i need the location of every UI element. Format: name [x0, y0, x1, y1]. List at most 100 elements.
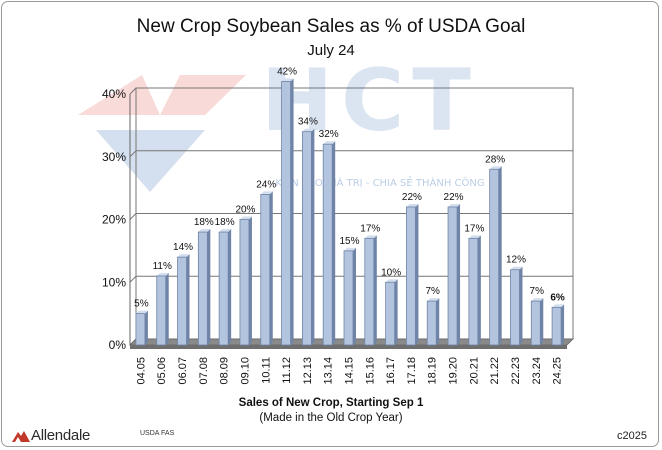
bar-side — [353, 247, 356, 345]
bar-top — [281, 78, 294, 82]
x-tick-label: 18.19 — [427, 357, 439, 385]
allendale-logo: Allendale — [12, 425, 90, 445]
bar — [364, 237, 375, 346]
bar-side — [228, 229, 232, 345]
bar-side — [540, 298, 544, 345]
bar-top — [344, 247, 356, 251]
x-tick-label: 06.07 — [177, 357, 189, 385]
bar-top — [260, 191, 273, 195]
bar — [218, 231, 229, 346]
chart-title: New Crop Soybean Sales as % of USDA Goal — [136, 16, 526, 37]
x-tick-label: 07.08 — [198, 357, 210, 385]
watermark-red-triangle-left — [78, 75, 160, 115]
x-tick-label: 17.18 — [406, 357, 418, 385]
watermark — [78, 75, 246, 192]
bar-side — [519, 266, 523, 345]
bar-side — [165, 272, 169, 345]
bar — [406, 206, 416, 346]
bar-data-label: 20% — [235, 205, 255, 216]
bar-side — [207, 229, 211, 345]
x-tick-label: 09.10 — [239, 357, 251, 385]
y-tick-label: 10% — [102, 275, 126, 289]
x-tick-label: 24.25 — [552, 357, 564, 385]
bar-data-label: 17% — [360, 223, 380, 234]
logo-text: Allendale — [31, 426, 91, 444]
bar — [489, 168, 500, 346]
x-tick-label: 04.05 — [135, 357, 147, 385]
grid-depth-line — [129, 150, 137, 158]
watermark-blue-triangle — [96, 130, 205, 192]
grid-depth-line — [129, 87, 137, 95]
x-tick-label: 19.20 — [448, 357, 460, 385]
bar-side — [477, 235, 481, 345]
bar-side — [269, 191, 273, 345]
bar-data-label: 15% — [339, 236, 359, 247]
bar-data-label: 18% — [194, 217, 214, 228]
x-tick-label: 14.15 — [344, 357, 356, 385]
x-tick-label: 08.09 — [219, 357, 231, 385]
watermark-name: HCT — [261, 51, 479, 151]
bar-top — [198, 229, 211, 233]
bar-data-label: 42% — [277, 66, 297, 77]
y-tick-label: 20% — [102, 213, 126, 227]
bar-side — [186, 254, 190, 345]
bar-top — [406, 203, 419, 207]
y-tick-label: 40% — [102, 87, 126, 101]
grid-depth-line — [129, 275, 137, 283]
bar — [510, 269, 520, 346]
x-tick-label: 22.23 — [510, 357, 522, 385]
bar-data-label: 28% — [485, 154, 505, 165]
bar-side — [415, 203, 419, 345]
bar-data-label: 24% — [256, 179, 276, 190]
bar — [177, 256, 187, 346]
bar-side — [457, 203, 461, 345]
source-note: USDA FAS — [140, 430, 175, 437]
bar — [343, 250, 354, 346]
bar-top — [219, 229, 232, 233]
bar-side — [248, 216, 252, 345]
bar-data-label: 22% — [402, 192, 422, 203]
mountain-logo-icon — [12, 431, 30, 442]
bar-side — [144, 310, 148, 345]
bar-side — [561, 304, 565, 345]
bar-data-label: 5% — [134, 299, 149, 310]
bar-side — [436, 298, 440, 345]
x-tick-label: 16.17 — [385, 357, 397, 385]
bar-data-label: 18% — [215, 217, 235, 228]
bar-data-label: 10% — [381, 267, 401, 278]
bar-data-label: 6% — [550, 292, 565, 303]
bar-data-label: 11% — [153, 261, 172, 272]
bar — [426, 300, 437, 346]
bar — [301, 131, 312, 346]
bar-side — [394, 279, 398, 345]
bar-top — [385, 279, 398, 283]
bar — [551, 306, 562, 346]
bar — [447, 206, 458, 346]
x-tick-label: 15.16 — [364, 357, 376, 385]
floor-front-edge — [130, 345, 567, 349]
bar-top — [135, 310, 148, 314]
bar-side — [373, 235, 377, 345]
bar-side — [498, 166, 502, 345]
bar — [468, 237, 479, 346]
bar-data-label: 14% — [173, 242, 193, 253]
bar-top — [489, 166, 502, 170]
x-tick-label: 10.11 — [260, 357, 272, 384]
bar-top — [364, 235, 377, 239]
bar-top — [302, 128, 315, 132]
x-tick-label: 12.13 — [302, 357, 314, 385]
bar-top — [427, 298, 440, 302]
bar-data-label: 22% — [444, 192, 464, 203]
x-tick-label: 05.06 — [156, 357, 168, 385]
bar — [530, 300, 541, 346]
bar-top — [531, 298, 544, 302]
bar-top — [177, 254, 190, 258]
x-axis-label: Sales of New Crop, Starting Sep 1 — [238, 397, 424, 409]
bar-top — [510, 266, 523, 270]
x-tick-label: 13.14 — [323, 357, 335, 385]
grid-depth-line — [129, 213, 137, 220]
copyright-note: c2025 — [617, 430, 647, 442]
bar-data-label: 7% — [426, 286, 441, 297]
y-tick-label: 0% — [109, 338, 127, 352]
